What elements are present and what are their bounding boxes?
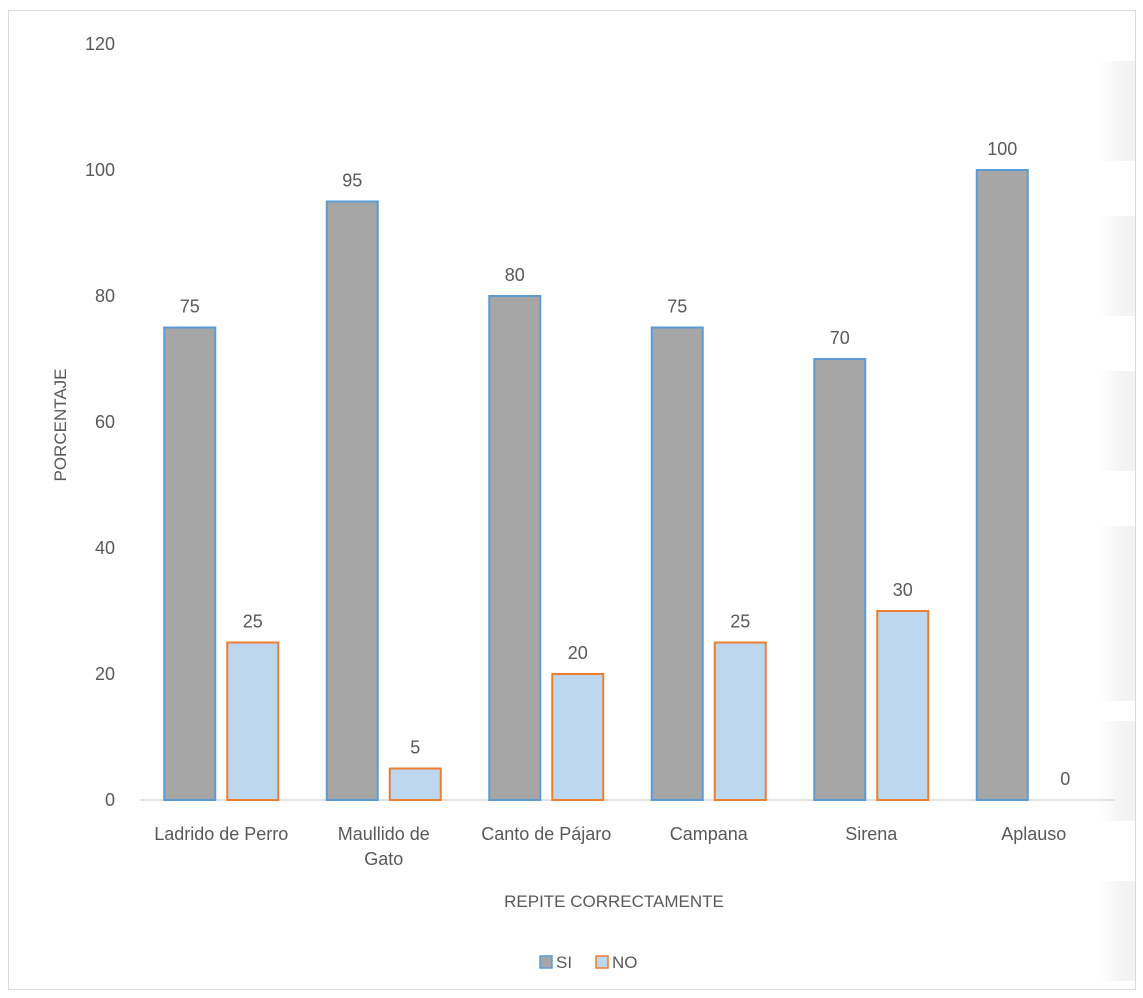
- y-tick-label: 20: [95, 664, 115, 684]
- data-label: 70: [830, 328, 850, 348]
- data-label: 30: [893, 580, 913, 600]
- legend-swatch-si: [539, 955, 553, 969]
- x-tick-label: Sirena: [845, 824, 898, 844]
- data-label: 0: [1060, 769, 1070, 789]
- bars: [163, 169, 1029, 801]
- data-label: 20: [568, 643, 588, 663]
- x-tick-label: Aplauso: [1001, 824, 1066, 844]
- y-tick-label: 0: [105, 790, 115, 810]
- data-label: 100: [987, 139, 1017, 159]
- bar-no: [876, 610, 930, 801]
- x-tick-label: Maullido de Gato: [338, 824, 430, 869]
- y-tick-label: 60: [95, 412, 115, 432]
- legend-label-no: NO: [612, 953, 638, 972]
- legend-swatch-no: [595, 955, 609, 969]
- bar-no: [551, 673, 605, 801]
- bar-si: [163, 326, 217, 801]
- y-axis-label: PORCENTAJE: [51, 368, 70, 481]
- data-label: 75: [667, 297, 687, 317]
- x-tick-label: Campana: [670, 824, 749, 844]
- x-axis-categories: Ladrido de Perro Maullido de Gato Canto de …: [154, 824, 1066, 869]
- x-tick-label: Ladrido de Perro: [154, 824, 288, 844]
- bar-si: [650, 326, 704, 801]
- bar-si: [325, 200, 379, 801]
- bar-no: [226, 641, 280, 801]
- data-labels: 75 25 95 5 80 20 75 25 70 30 100 0: [180, 139, 1071, 789]
- x-tick-label: Canto de Pájaro: [481, 824, 611, 844]
- bar-no: [713, 641, 767, 801]
- legend-label-si: SI: [556, 953, 572, 972]
- data-label: 95: [342, 171, 362, 191]
- background-artifact: [1099, 61, 1135, 161]
- background-artifact: [1099, 526, 1135, 701]
- data-label: 25: [730, 612, 750, 632]
- bar-no: [388, 767, 442, 801]
- background-artifact: [1099, 216, 1135, 316]
- y-tick-label: 80: [95, 286, 115, 306]
- background-artifact: [1099, 881, 1135, 981]
- x-axis-label: REPITE CORRECTAMENTE: [504, 892, 724, 911]
- data-label: 80: [505, 265, 525, 285]
- y-tick-label: 120: [85, 34, 115, 54]
- data-label: 5: [410, 738, 420, 758]
- y-axis-ticks: 0 20 40 60 80 100 120: [85, 34, 115, 810]
- y-tick-label: 40: [95, 538, 115, 558]
- bar-si: [488, 295, 542, 801]
- y-tick-label: 100: [85, 160, 115, 180]
- background-artifact: [1099, 371, 1135, 471]
- legend: SI NO: [539, 953, 638, 972]
- background-artifact: [1099, 721, 1135, 821]
- data-label: 25: [243, 612, 263, 632]
- bar-si: [813, 358, 867, 801]
- bar-si: [975, 169, 1029, 801]
- data-label: 75: [180, 297, 200, 317]
